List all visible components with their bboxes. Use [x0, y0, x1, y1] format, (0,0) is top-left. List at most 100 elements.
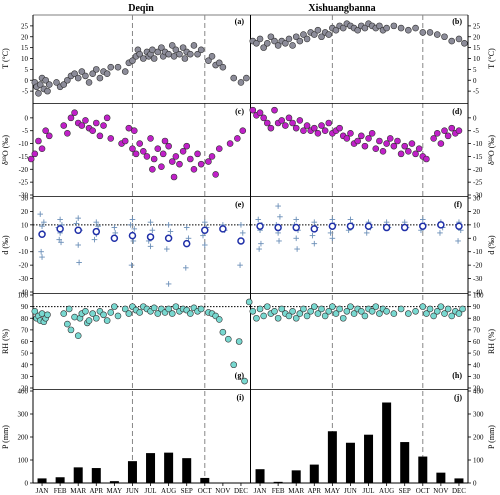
monthly-mean-point — [201, 226, 209, 234]
individual-point — [164, 246, 170, 252]
data-point — [419, 29, 427, 36]
x-tick-label: DEC — [452, 487, 466, 495]
data-point — [44, 311, 51, 319]
data-point — [158, 44, 165, 51]
data-point — [423, 155, 430, 163]
panel-label: (g) — [235, 371, 245, 380]
data-point — [437, 303, 445, 310]
y-tick-label-left: 20 — [21, 385, 29, 393]
data-point — [267, 33, 275, 41]
data-point — [296, 117, 304, 124]
data-point — [197, 305, 205, 313]
x-tick-label: AUG — [161, 487, 176, 495]
x-tick-label: SEP — [399, 487, 411, 495]
y-tick-label-left: 100 — [18, 292, 29, 300]
data-point — [187, 155, 194, 163]
data-point — [92, 314, 100, 322]
individual-point — [131, 226, 138, 232]
data-point — [78, 122, 86, 129]
data-point — [336, 124, 343, 132]
monthly-mean-point — [419, 222, 427, 230]
y-tick-label-left: -20 — [19, 262, 29, 270]
data-point — [154, 310, 162, 317]
data-point — [181, 55, 189, 62]
data-point — [215, 59, 223, 67]
data-point — [292, 124, 300, 132]
data-point — [376, 22, 383, 30]
y-tick-label-right: 0 — [473, 77, 477, 85]
y-tick-label-right: 0 — [473, 235, 477, 243]
y-axis-label-right: d (‰) — [487, 235, 496, 255]
data-point — [455, 127, 463, 135]
column-title-deqin: Deqin — [128, 3, 154, 14]
individual-point — [167, 228, 174, 235]
data-point — [237, 79, 245, 86]
data-point — [96, 74, 104, 82]
data-point — [394, 137, 401, 145]
data-point — [368, 129, 376, 137]
y-tick-label-right: -5 — [473, 88, 479, 96]
data-point — [170, 173, 178, 181]
y-axis-label-left: T (°C) — [1, 48, 10, 69]
data-point — [114, 63, 122, 71]
data-point — [205, 158, 212, 165]
precipitation-bar — [436, 472, 446, 483]
y-axis-label-left: δ¹⁸O (‰) — [1, 135, 10, 165]
x-tick-label: FEB — [272, 487, 285, 495]
data-point — [303, 35, 311, 43]
data-point — [292, 314, 300, 322]
y-tick-label-right: -20 — [473, 262, 483, 270]
individual-point — [239, 230, 246, 236]
data-point — [208, 53, 216, 60]
individual-point — [91, 236, 98, 243]
data-point — [455, 35, 463, 43]
y-tick-label-left: 10 — [21, 55, 29, 63]
data-point — [383, 24, 390, 32]
y-tick-label-right: 10 — [473, 221, 481, 229]
y-tick-label-right: 0 — [473, 114, 477, 122]
panel-label: (i) — [236, 393, 244, 402]
data-point — [426, 29, 434, 36]
panel-label: (b) — [452, 17, 462, 26]
y-tick-label-right: 10 — [473, 55, 481, 63]
y-tick-label-left: 40 — [21, 361, 29, 369]
data-point — [168, 158, 176, 165]
data-point — [136, 140, 143, 147]
y-tick-label-right: 90 — [473, 303, 481, 311]
y-tick-label-left: 300 — [18, 411, 29, 419]
monthly-mean-point — [310, 225, 319, 233]
data-point — [441, 127, 448, 135]
data-point — [179, 44, 187, 51]
individual-point — [201, 242, 208, 248]
data-point — [230, 361, 238, 369]
data-point — [60, 310, 68, 317]
data-point — [350, 310, 358, 317]
y-tick-label-right: 60 — [473, 338, 481, 346]
data-point — [260, 44, 267, 51]
y-tick-label-right: 300 — [473, 411, 484, 419]
y-tick-label-left: 25 — [21, 22, 29, 30]
individual-point — [276, 238, 282, 244]
data-point — [89, 310, 96, 317]
data-point — [274, 42, 282, 49]
data-point — [107, 135, 115, 142]
y-tick-label-left: 5 — [25, 66, 29, 74]
precipitation-bar — [109, 481, 119, 483]
data-point — [296, 310, 304, 317]
data-point — [300, 127, 307, 135]
data-point — [60, 122, 68, 129]
x-tick-label: JUN — [344, 487, 357, 495]
data-point — [405, 26, 412, 34]
data-point — [419, 303, 427, 310]
individual-point — [147, 243, 154, 250]
data-point — [165, 305, 172, 313]
x-tick-label: JUN — [126, 487, 139, 495]
individual-point — [149, 227, 156, 234]
individual-point — [73, 220, 80, 227]
data-point — [121, 68, 129, 75]
data-point — [154, 145, 162, 153]
data-point — [170, 53, 178, 60]
data-point — [263, 303, 271, 310]
data-point — [397, 24, 405, 32]
y-tick-label-left: -15 — [19, 153, 29, 161]
